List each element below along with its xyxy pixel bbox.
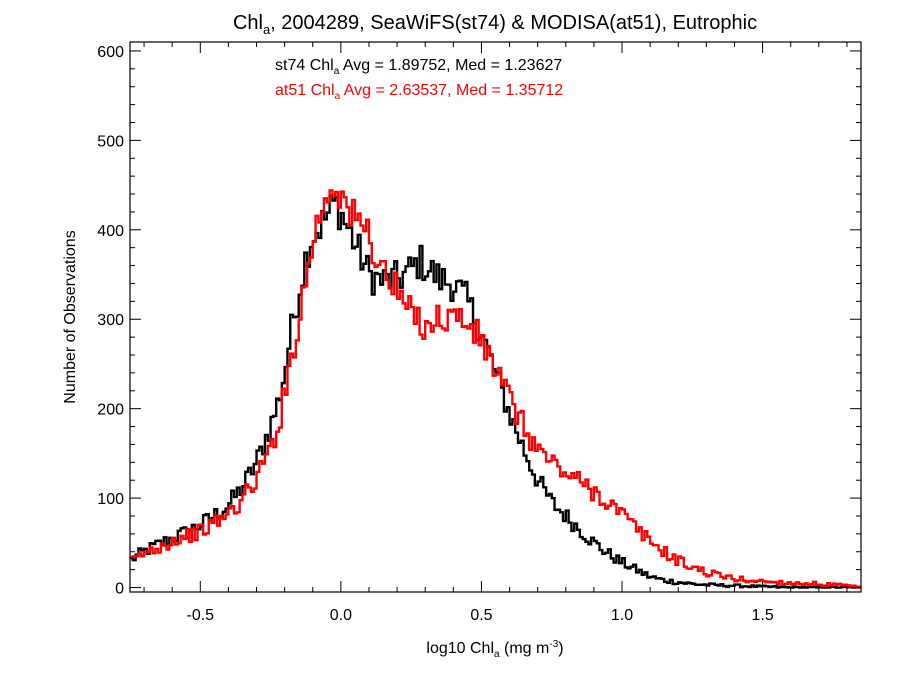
- x-tick-label: 0.0: [330, 607, 352, 624]
- x-axis-label-subscript: a: [494, 649, 500, 660]
- annotation-prefix: st74 Chl: [275, 57, 334, 74]
- x-axis-label: log10 Chla (mg m-3): [426, 639, 563, 660]
- axis-ticks: -0.5 0.0 0.5 1.0 1.5 0 100 200 300 400 500 600: [97, 42, 861, 624]
- y-tick-label: 200: [97, 402, 124, 419]
- chart-title: Chla, 2004289, SeaWiFS(st74) & MODISA(at…: [233, 12, 757, 37]
- annotation-subscript: a: [334, 66, 340, 77]
- chart-title-suffix: , 2004289, SeaWiFS(st74) & MODISA(at51),…: [270, 12, 757, 34]
- series-layer: [130, 189, 861, 589]
- annotation-prefix: at51 Chl: [275, 82, 335, 99]
- y-tick-label: 300: [97, 312, 124, 329]
- plot-frame: [129, 41, 862, 593]
- x-tick-label: 0.5: [470, 607, 492, 624]
- y-axis-label: Number of Observations: [62, 230, 79, 403]
- chart-title-prefix: Chl: [233, 12, 263, 34]
- x-axis-label-mid: (mg m: [500, 640, 550, 657]
- y-tick-label: 0: [115, 581, 124, 598]
- histogram-series-2: [130, 189, 861, 589]
- y-tick-label: 100: [97, 491, 124, 508]
- annotation-suffix: Avg = 2.63537, Med = 1.35712: [340, 82, 563, 99]
- chart-title-subscript: a: [263, 22, 271, 37]
- y-tick-label: 400: [97, 223, 124, 240]
- x-tick-label: -0.5: [186, 607, 214, 624]
- histogram-series-1: [130, 194, 861, 589]
- annotation-subscript: a: [335, 91, 341, 102]
- stats-annotation: st74 Chla Avg = 1.89752, Med = 1.23627: [275, 57, 562, 77]
- x-tick-label: 1.0: [611, 607, 633, 624]
- x-axis-label-suffix: ): [558, 640, 563, 657]
- annotation-suffix: Avg = 1.89752, Med = 1.23627: [339, 57, 562, 74]
- y-tick-label: 600: [97, 44, 124, 61]
- x-axis-label-superscript: -3: [549, 639, 558, 650]
- x-axis-label-prefix: log10 Chl: [426, 640, 494, 657]
- annotation-group: st74 Chla Avg = 1.89752, Med = 1.23627at…: [275, 57, 563, 102]
- stats-annotation: at51 Chla Avg = 2.63537, Med = 1.35712: [275, 82, 563, 102]
- y-tick-label: 500: [97, 133, 124, 150]
- x-tick-label: 1.5: [751, 607, 773, 624]
